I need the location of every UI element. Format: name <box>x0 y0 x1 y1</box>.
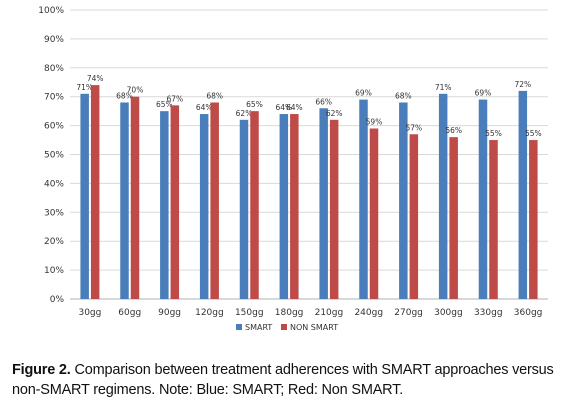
x-tick-label: 90gg <box>158 308 181 318</box>
data-label-smart: 64% <box>196 103 213 112</box>
data-label-non-smart: 65% <box>246 100 263 109</box>
data-label-non-smart: 57% <box>405 123 422 132</box>
data-label-smart: 71% <box>435 83 452 92</box>
y-tick-label: 30% <box>44 208 64 218</box>
chart-container: 0% 10% 20% 30% 40% 50% 60% 70% 80% 90% 100% 71% 74% 3… <box>38 6 548 332</box>
y-tick-label: 40% <box>44 179 64 189</box>
x-tick-label: 270gg <box>394 308 423 318</box>
data-label-non-smart: 62% <box>326 109 343 118</box>
x-tick-label: 150gg <box>235 308 264 318</box>
y-tick-label: 80% <box>44 64 64 74</box>
y-tick-label: 100% <box>38 6 64 16</box>
figure-caption: Figure 2. Comparison between treatment a… <box>12 360 567 400</box>
data-label-non-smart: 68% <box>206 91 223 100</box>
bar-chart: 0%10%20%30%40%50%60%70%80%90%100%71%74%3… <box>38 6 548 332</box>
data-label-smart: 68% <box>116 91 133 100</box>
bar-smart <box>478 99 488 299</box>
data-label-smart: 69% <box>475 89 492 98</box>
y-tick-label: 60% <box>44 122 64 132</box>
y-tick-label: 50% <box>44 151 64 161</box>
y-tick-label: 0% <box>50 295 65 305</box>
y-tick-label: 20% <box>44 237 64 247</box>
data-label-smart: 62% <box>236 109 253 118</box>
data-label-non-smart: 55% <box>485 129 502 138</box>
bar-non-smart <box>489 140 498 299</box>
bar-smart <box>359 99 368 299</box>
data-label-non-smart: 74% <box>87 74 104 83</box>
data-label-smart: 71% <box>76 83 93 92</box>
caption-label: Figure 2. <box>12 362 71 378</box>
bar-non-smart <box>329 119 339 299</box>
caption-text: Comparison between treatment adherences … <box>12 362 554 398</box>
data-label-non-smart: 56% <box>445 126 462 135</box>
bar-non-smart <box>529 140 538 299</box>
bar-smart <box>438 93 448 299</box>
bar-non-smart <box>210 102 219 299</box>
legend-label-non-smart: NON SMART <box>290 323 338 332</box>
bar-smart <box>279 114 289 299</box>
x-tick-label: 210gg <box>315 308 344 318</box>
x-tick-label: 330gg <box>474 308 503 318</box>
x-tick-label: 360gg <box>514 308 543 318</box>
data-label-non-smart: 64% <box>286 103 303 112</box>
data-label-smart: 66% <box>315 97 332 106</box>
x-tick-label: 180gg <box>275 308 304 318</box>
bar-smart <box>319 108 328 299</box>
legend-swatch-smart <box>236 324 242 330</box>
x-tick-label: 240gg <box>354 308 383 318</box>
bar-smart <box>80 93 89 299</box>
data-label-non-smart: 59% <box>366 117 383 126</box>
bar-smart <box>160 111 169 300</box>
bar-non-smart <box>130 96 140 299</box>
data-label-smart: 65% <box>156 100 173 109</box>
y-tick-label: 10% <box>44 266 64 276</box>
bar-non-smart <box>250 111 259 300</box>
bar-non-smart <box>409 134 419 299</box>
data-label-non-smart: 70% <box>127 86 144 95</box>
y-tick-label: 70% <box>44 93 64 103</box>
data-label-smart: 68% <box>395 91 412 100</box>
data-label-smart: 72% <box>514 80 531 89</box>
bar-smart <box>199 114 209 299</box>
data-label-smart: 69% <box>355 89 372 98</box>
x-tick-label: 300gg <box>434 308 463 318</box>
bar-non-smart <box>449 137 458 299</box>
data-label-non-smart: 67% <box>166 94 183 103</box>
legend-label-smart: SMART <box>245 323 272 332</box>
x-tick-label: 30gg <box>78 308 101 318</box>
x-tick-label: 120gg <box>195 308 224 318</box>
bar-non-smart <box>170 105 180 300</box>
legend-swatch-non-smart <box>281 324 287 330</box>
y-tick-label: 90% <box>44 35 64 45</box>
bar-smart <box>120 102 129 299</box>
bar-smart <box>239 119 249 299</box>
x-tick-label: 60gg <box>118 308 141 318</box>
bar-smart <box>399 102 408 299</box>
bar-non-smart <box>290 114 299 299</box>
data-label-non-smart: 55% <box>525 129 542 138</box>
bar-non-smart <box>369 128 379 299</box>
bar-smart <box>518 90 528 299</box>
data-label-smart: 64% <box>275 103 292 112</box>
bar-non-smart <box>90 85 100 299</box>
